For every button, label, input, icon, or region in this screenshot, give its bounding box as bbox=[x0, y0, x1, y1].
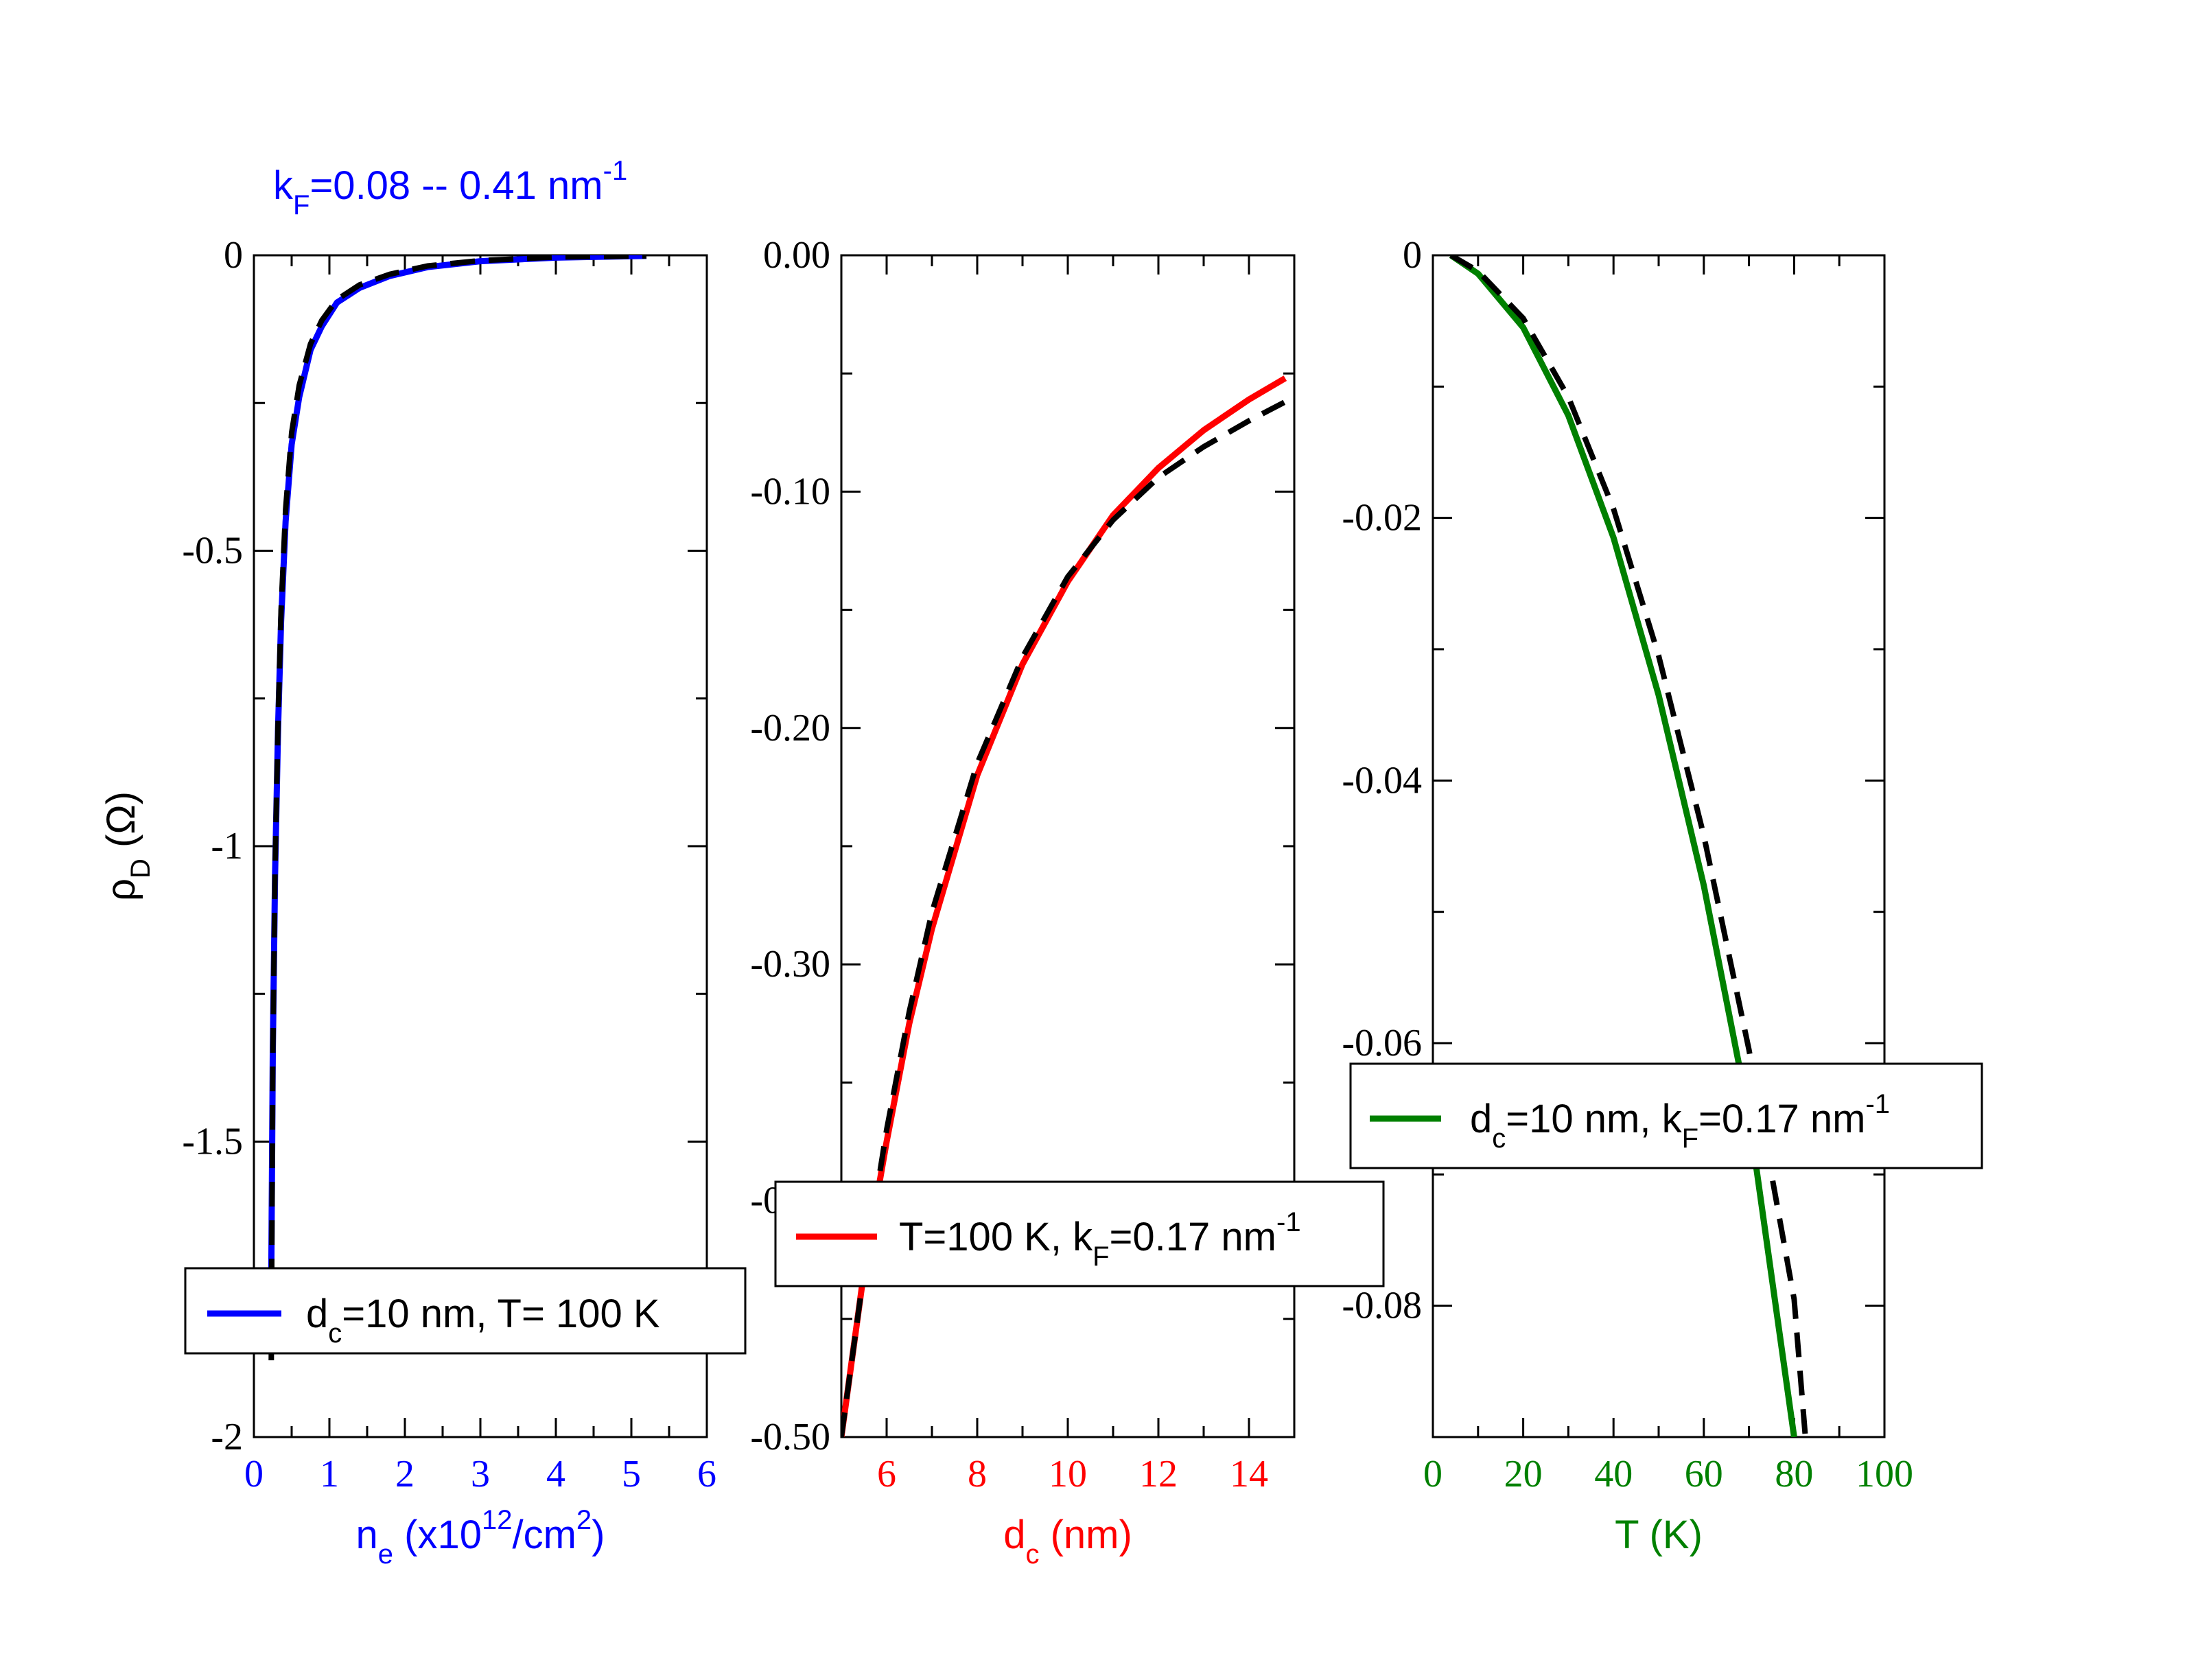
right-panel: 0 20 40 60 80 100 0 -0.02 -0.04 -0.06 -0.08 T (K) dc… bbox=[1342, 234, 1983, 1557]
y-tick-label: -1 bbox=[211, 825, 243, 867]
y-axis-label: ρD (Ω) bbox=[99, 791, 156, 901]
y-tick-label: 0 bbox=[1403, 234, 1422, 277]
x-tick-label: 2 bbox=[395, 1453, 414, 1495]
dashed-series-line bbox=[841, 399, 1287, 1437]
x-tick-label: 20 bbox=[1504, 1453, 1543, 1495]
x-tick-label: 80 bbox=[1775, 1453, 1813, 1495]
legend-label: dc=10 nm, T= 100 K bbox=[306, 1292, 660, 1349]
legend-label: T=100 K, kF=0.17 nm-1 bbox=[899, 1207, 1301, 1272]
x-axis-label: T (K) bbox=[1615, 1513, 1703, 1557]
dashed-series-line bbox=[1449, 255, 1808, 1437]
series-line bbox=[1449, 255, 1797, 1437]
plot-frame bbox=[1432, 254, 1886, 1438]
x-tick-label: 5 bbox=[622, 1453, 641, 1495]
x-tick-label: 4 bbox=[546, 1453, 565, 1495]
x-tick-label: 10 bbox=[1049, 1453, 1087, 1495]
legend-label: dc=10 nm, kF=0.17 nm-1 bbox=[1470, 1089, 1890, 1154]
x-tick-label: 8 bbox=[968, 1453, 987, 1495]
x-tick-label: 0 bbox=[244, 1453, 264, 1495]
x-tick-label: 60 bbox=[1685, 1453, 1723, 1495]
legend: T=100 K, kF=0.17 nm-1 bbox=[774, 1180, 1385, 1287]
series-line bbox=[841, 375, 1287, 1437]
y-tick-label: -2 bbox=[211, 1416, 243, 1458]
x-tick-label: 12 bbox=[1139, 1453, 1178, 1495]
x-tick-label: 1 bbox=[320, 1453, 339, 1495]
middle-panel: 681012140.00-0.10-0.20-0.30-0.40-0.50dc … bbox=[750, 234, 1385, 1570]
x-axis-label: dc (nm) bbox=[1003, 1513, 1132, 1570]
x-tick-label: 0 bbox=[1423, 1453, 1442, 1495]
x-tick-label: 6 bbox=[877, 1453, 896, 1495]
y-tick-label: -0.04 bbox=[1342, 759, 1422, 802]
kf-range-annotation: kF=0.08 -- 0.41 nm-1 bbox=[273, 156, 627, 220]
y-tick-label: -1.5 bbox=[182, 1121, 243, 1163]
y-tick-label: -0.30 bbox=[750, 943, 830, 985]
plot-frame bbox=[253, 254, 708, 1438]
y-tick-label: -0.08 bbox=[1342, 1285, 1422, 1327]
y-tick-label: -0.20 bbox=[750, 707, 830, 749]
x-tick-label: 6 bbox=[697, 1453, 716, 1495]
x-tick-label: 40 bbox=[1594, 1453, 1633, 1495]
x-tick-label: 3 bbox=[471, 1453, 490, 1495]
legend: dc=10 nm, kF=0.17 nm-1 bbox=[1349, 1062, 1983, 1169]
left-panel: 0 1 2 3 4 5 6 0 -0.5 -1 -1.5 -2 ne (x1012/cm2) ρD (Ω)… bbox=[99, 156, 747, 1570]
y-tick-label: -0.50 bbox=[750, 1416, 830, 1458]
y-tick-label: -0.06 bbox=[1342, 1022, 1422, 1064]
y-tick-label: 0 bbox=[224, 234, 243, 277]
y-tick-label: 0.00 bbox=[763, 234, 830, 277]
y-tick-label: -0.02 bbox=[1342, 497, 1422, 539]
x-tick-label: 100 bbox=[1856, 1453, 1913, 1495]
series-line bbox=[268, 255, 647, 1278]
legend-box bbox=[1349, 1062, 1983, 1169]
y-tick-label: -0.10 bbox=[750, 470, 830, 513]
y-tick-label: -0.5 bbox=[182, 530, 243, 572]
x-axis-label: ne (x1012/cm2) bbox=[356, 1505, 605, 1570]
x-tick-label: 14 bbox=[1230, 1453, 1268, 1495]
dashed-series-line bbox=[268, 255, 647, 1361]
legend: dc=10 nm, T= 100 K bbox=[184, 1267, 747, 1355]
